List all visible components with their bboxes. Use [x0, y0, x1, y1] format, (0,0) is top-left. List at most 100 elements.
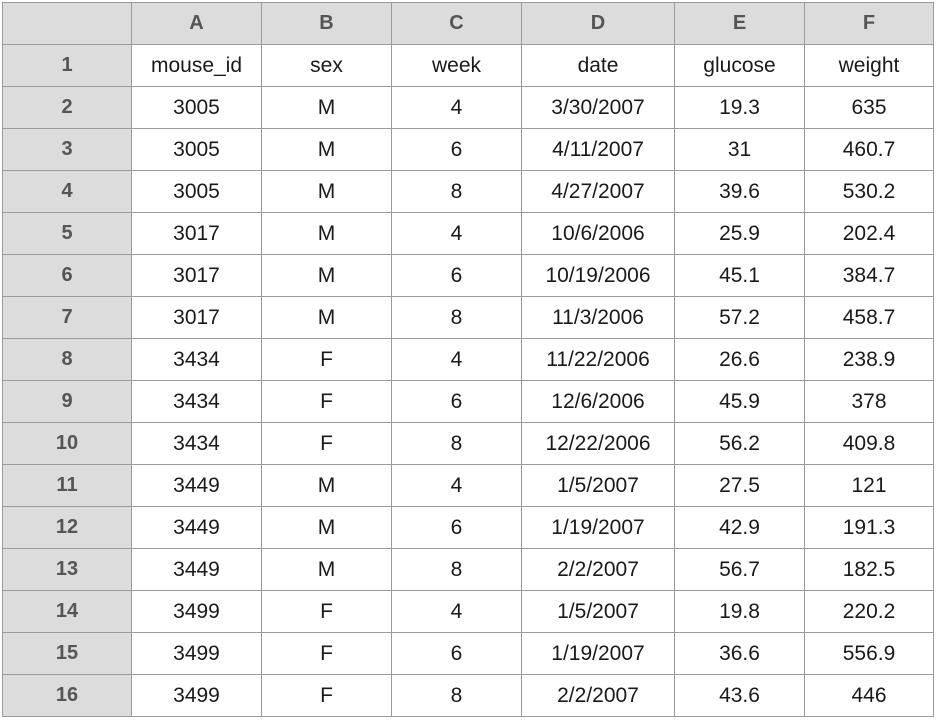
cell-b[interactable]: M [261, 254, 392, 297]
cell-d[interactable]: 1/5/2007 [521, 464, 675, 507]
cell-b[interactable]: M [261, 212, 392, 255]
cell-e[interactable]: 25.9 [674, 212, 805, 255]
cell-a[interactable]: 3499 [131, 674, 262, 717]
cell-a[interactable]: 3017 [131, 212, 262, 255]
cell-c[interactable]: 8 [391, 170, 522, 213]
cell-d[interactable]: 1/5/2007 [521, 590, 675, 633]
cell-b[interactable]: M [261, 464, 392, 507]
row-header[interactable]: 11 [2, 464, 132, 507]
cell-a[interactable]: 3434 [131, 422, 262, 465]
column-header-f[interactable]: F [804, 2, 934, 45]
row-header[interactable]: 16 [2, 674, 132, 717]
row-header[interactable]: 15 [2, 632, 132, 675]
cell-c[interactable]: 6 [391, 380, 522, 423]
cell-f[interactable]: 191.3 [804, 506, 934, 549]
cell-e[interactable]: 31 [674, 128, 805, 171]
cell-e[interactable]: 56.2 [674, 422, 805, 465]
cell-f[interactable]: 556.9 [804, 632, 934, 675]
cell-d[interactable]: 1/19/2007 [521, 632, 675, 675]
cell-c[interactable]: 8 [391, 422, 522, 465]
cell-b[interactable]: M [261, 548, 392, 591]
cell-d[interactable]: 2/2/2007 [521, 548, 675, 591]
cell-c[interactable]: 6 [391, 128, 522, 171]
cell-b[interactable]: M [261, 128, 392, 171]
cell-e[interactable]: glucose [674, 44, 805, 87]
column-header-c[interactable]: C [391, 2, 522, 45]
cell-f[interactable]: 460.7 [804, 128, 934, 171]
cell-c[interactable]: 4 [391, 212, 522, 255]
row-header[interactable]: 7 [2, 296, 132, 339]
cell-f[interactable]: 384.7 [804, 254, 934, 297]
cell-d[interactable]: 12/22/2006 [521, 422, 675, 465]
cell-d[interactable]: 10/19/2006 [521, 254, 675, 297]
column-header-d[interactable]: D [521, 2, 675, 45]
cell-b[interactable]: F [261, 632, 392, 675]
cell-b[interactable]: M [261, 296, 392, 339]
cell-f[interactable]: 238.9 [804, 338, 934, 381]
cell-e[interactable]: 26.6 [674, 338, 805, 381]
cell-d[interactable]: 4/11/2007 [521, 128, 675, 171]
cell-a[interactable]: 3434 [131, 380, 262, 423]
column-header-b[interactable]: B [261, 2, 392, 45]
cell-c[interactable]: 6 [391, 632, 522, 675]
cell-e[interactable]: 36.6 [674, 632, 805, 675]
cell-b[interactable]: F [261, 674, 392, 717]
cell-c[interactable]: 4 [391, 86, 522, 129]
cell-a[interactable]: mouse_id [131, 44, 262, 87]
cell-f[interactable]: 220.2 [804, 590, 934, 633]
row-header[interactable]: 4 [2, 170, 132, 213]
cell-f[interactable]: weight [804, 44, 934, 87]
cell-e[interactable]: 45.9 [674, 380, 805, 423]
column-header-a[interactable]: A [131, 2, 262, 45]
row-header[interactable]: 12 [2, 506, 132, 549]
cell-d[interactable]: date [521, 44, 675, 87]
cell-c[interactable]: 8 [391, 674, 522, 717]
row-header[interactable]: 6 [2, 254, 132, 297]
cell-b[interactable]: M [261, 506, 392, 549]
select-all-corner[interactable] [2, 2, 132, 45]
cell-f[interactable]: 121 [804, 464, 934, 507]
cell-f[interactable]: 458.7 [804, 296, 934, 339]
cell-d[interactable]: 1/19/2007 [521, 506, 675, 549]
cell-e[interactable]: 27.5 [674, 464, 805, 507]
row-header[interactable]: 5 [2, 212, 132, 255]
cell-e[interactable]: 19.3 [674, 86, 805, 129]
cell-d[interactable]: 11/3/2006 [521, 296, 675, 339]
row-header[interactable]: 3 [2, 128, 132, 171]
cell-f[interactable]: 409.8 [804, 422, 934, 465]
cell-b[interactable]: F [261, 380, 392, 423]
row-header[interactable]: 1 [2, 44, 132, 87]
cell-c[interactable]: 4 [391, 590, 522, 633]
cell-a[interactable]: 3449 [131, 464, 262, 507]
cell-a[interactable]: 3017 [131, 296, 262, 339]
cell-e[interactable]: 57.2 [674, 296, 805, 339]
cell-f[interactable]: 202.4 [804, 212, 934, 255]
column-header-e[interactable]: E [674, 2, 805, 45]
cell-c[interactable]: 8 [391, 548, 522, 591]
cell-c[interactable]: 4 [391, 464, 522, 507]
cell-a[interactable]: 3499 [131, 632, 262, 675]
row-header[interactable]: 8 [2, 338, 132, 381]
cell-a[interactable]: 3499 [131, 590, 262, 633]
cell-c[interactable]: 8 [391, 296, 522, 339]
cell-d[interactable]: 10/6/2006 [521, 212, 675, 255]
cell-c[interactable]: 6 [391, 506, 522, 549]
cell-a[interactable]: 3005 [131, 128, 262, 171]
cell-d[interactable]: 3/30/2007 [521, 86, 675, 129]
cell-e[interactable]: 19.8 [674, 590, 805, 633]
cell-e[interactable]: 43.6 [674, 674, 805, 717]
cell-d[interactable]: 2/2/2007 [521, 674, 675, 717]
cell-d[interactable]: 4/27/2007 [521, 170, 675, 213]
cell-c[interactable]: 4 [391, 338, 522, 381]
cell-a[interactable]: 3005 [131, 170, 262, 213]
row-header[interactable]: 13 [2, 548, 132, 591]
cell-f[interactable]: 378 [804, 380, 934, 423]
cell-b[interactable]: M [261, 86, 392, 129]
cell-e[interactable]: 39.6 [674, 170, 805, 213]
cell-b[interactable]: F [261, 590, 392, 633]
cell-f[interactable]: 635 [804, 86, 934, 129]
row-header[interactable]: 9 [2, 380, 132, 423]
row-header[interactable]: 14 [2, 590, 132, 633]
cell-b[interactable]: F [261, 422, 392, 465]
row-header[interactable]: 2 [2, 86, 132, 129]
